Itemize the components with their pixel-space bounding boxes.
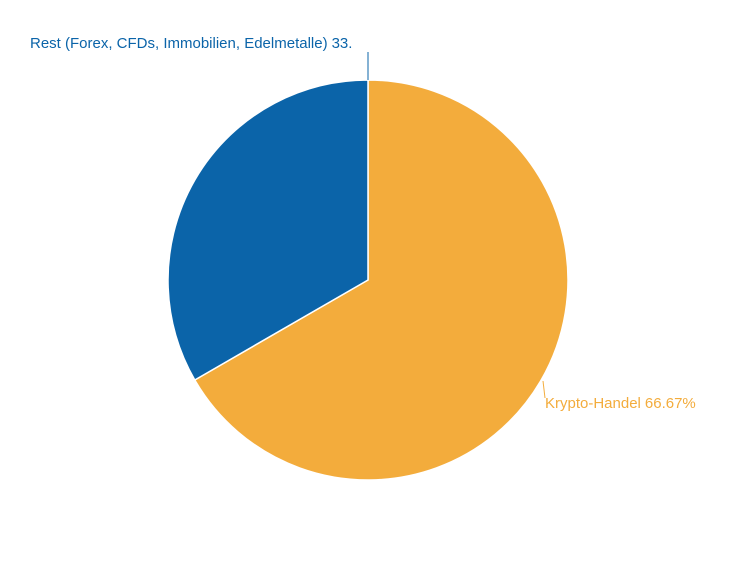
pie-slice	[193, 79, 569, 481]
data-label: Krypto-Handel 66.67%	[545, 395, 696, 412]
label-value: 66.67%	[645, 395, 696, 412]
label-name: Krypto-Handel	[545, 395, 641, 412]
label-name: Rest (Forex, CFDs, Immobilien, Edelmetal…	[30, 35, 328, 52]
leader-line	[542, 380, 546, 399]
label-value: 33.	[332, 35, 353, 52]
pie-slice	[167, 79, 369, 381]
data-label: Rest (Forex, CFDs, Immobilien, Edelmetal…	[30, 35, 352, 52]
